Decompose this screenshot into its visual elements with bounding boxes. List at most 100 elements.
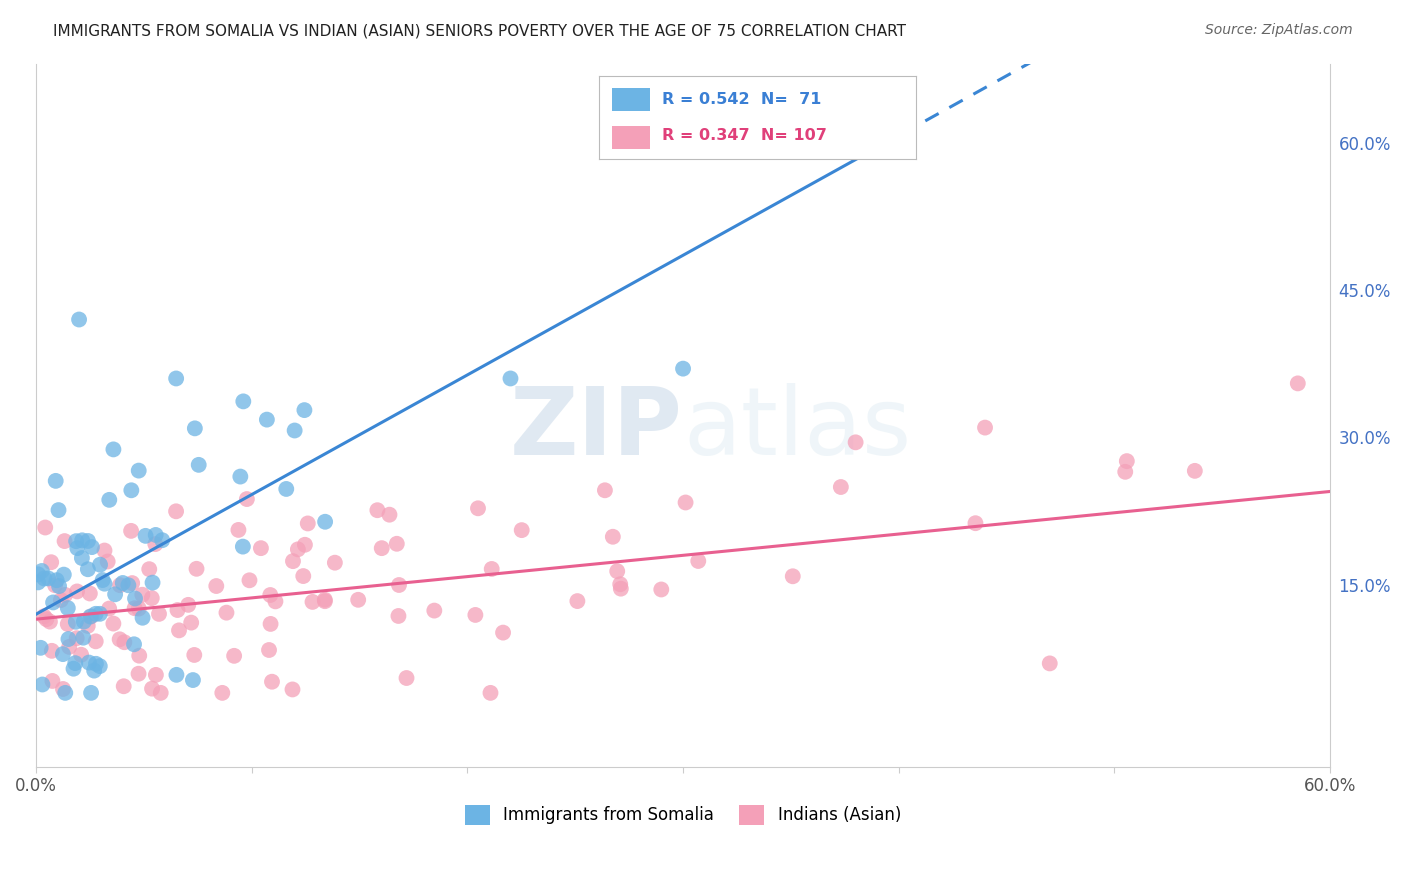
Point [236,491,259,506]
Point [70,533,93,548]
Point [1286,376,1309,391]
Point [388,578,411,592]
Point [149,686,172,700]
Point [371,541,394,556]
Point [628,116,651,130]
Point [135,529,157,543]
Point [481,562,503,576]
Point [259,616,281,631]
Point [58,640,80,654]
Point [314,515,336,529]
Point [121,576,143,591]
Point [66,631,89,645]
Point [830,480,852,494]
Point [131,611,153,625]
Point [84,634,107,648]
Point [593,483,616,498]
Point [103,442,125,457]
Point [98,601,121,615]
Text: Source: ZipAtlas.com: Source: ZipAtlas.com [1205,23,1353,37]
Point [31,677,53,691]
Point [180,615,202,630]
Point [672,361,695,376]
Point [224,648,246,663]
Point [205,579,228,593]
Point [165,504,187,518]
Point [183,648,205,662]
Point [56,617,79,632]
Point [80,686,103,700]
Point [44,578,66,592]
Point [166,603,188,617]
Point [297,516,319,531]
Point [675,495,697,509]
Point [228,523,250,537]
Point [281,682,304,697]
Point [53,686,76,700]
Point [84,657,107,671]
Point [1039,657,1062,671]
Text: IMMIGRANTS FROM SOMALIA VS INDIAN (ASIAN) SENIORS POVERTY OVER THE AGE OF 75 COR: IMMIGRANTS FROM SOMALIA VS INDIAN (ASIAN… [53,23,907,38]
Point [32,609,55,624]
Point [72,631,94,645]
Point [165,371,187,385]
Point [48,579,70,593]
Point [276,482,298,496]
Point [387,609,409,624]
Point [48,503,70,517]
Point [143,537,166,551]
Point [27,567,49,582]
Point [145,668,167,682]
Point [314,594,336,608]
Point [35,612,58,626]
Point [467,501,489,516]
Point [30,640,52,655]
Point [492,625,515,640]
Point [131,588,153,602]
Point [65,534,87,549]
Point [53,588,76,602]
Point [141,681,163,696]
Point [83,664,105,678]
Point [122,637,145,651]
Point [80,609,103,624]
Point [215,606,238,620]
Point [70,551,93,566]
Point [65,615,87,629]
Point [120,524,142,538]
Point [76,562,98,576]
Point [76,619,98,633]
Point [66,541,89,556]
Point [79,586,101,600]
Point [97,555,120,569]
Point [34,572,56,586]
Point [66,584,89,599]
Point [93,576,115,591]
Point [93,543,115,558]
Point [187,458,209,472]
Point [232,394,254,409]
Point [37,571,59,585]
Point [782,569,804,583]
Point [259,588,281,602]
Point [292,569,315,583]
Point [124,591,146,606]
Point [138,562,160,576]
Point [141,591,163,606]
Point [58,632,80,646]
Point [31,564,53,578]
Point [67,312,90,326]
Point [256,412,278,426]
Point [281,554,304,568]
Point [77,656,100,670]
Point [65,656,87,670]
Point [45,573,67,587]
Point [1114,465,1136,479]
Point [27,575,49,590]
Point [602,530,624,544]
Point [423,604,446,618]
Point [62,662,84,676]
Point [650,582,672,597]
Point [347,592,370,607]
Point [91,573,114,587]
